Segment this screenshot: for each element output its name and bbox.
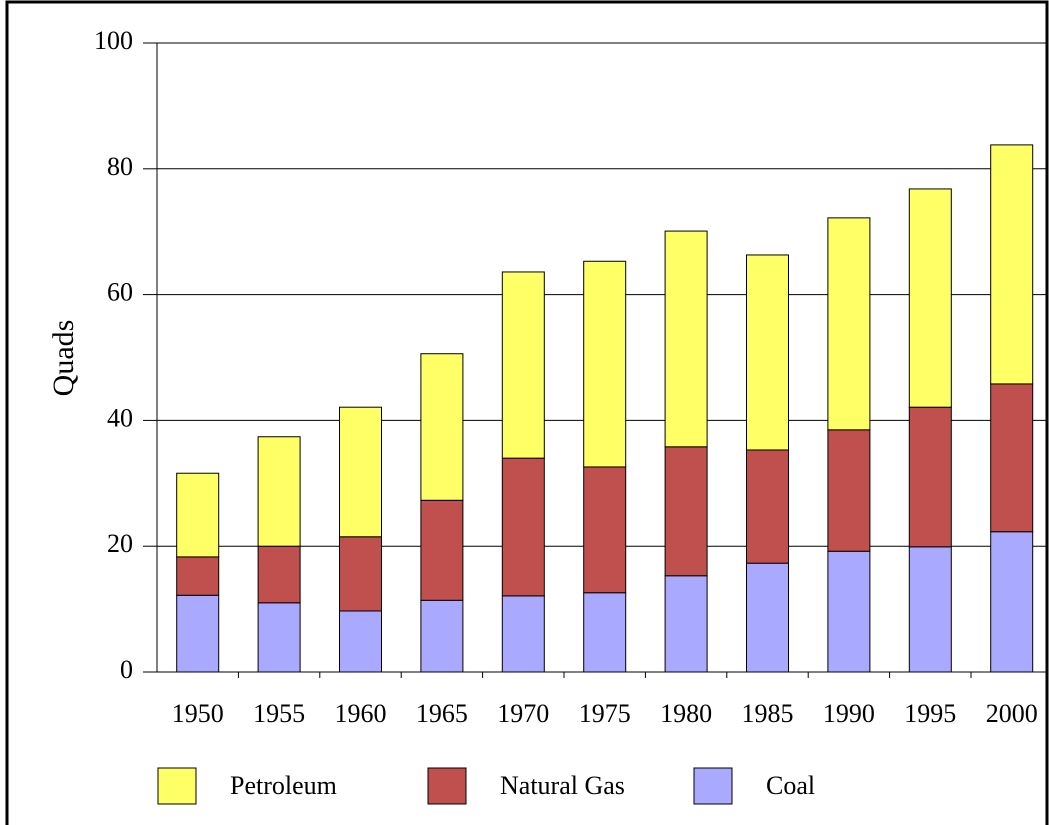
bar-segment: [990, 144, 1034, 385]
bar-segment: [176, 594, 220, 673]
x-tick-label: 1980: [660, 699, 712, 728]
y-tick-label: 60: [107, 278, 133, 307]
bar-segment: [746, 449, 789, 564]
bar-segment: [664, 575, 708, 673]
legend-swatch: [693, 767, 733, 805]
bar-segment: [339, 406, 382, 538]
bar-segment: [176, 472, 220, 558]
bar-segment: [908, 188, 952, 408]
x-tick-label: 1955: [253, 699, 305, 728]
bar-segment: [664, 446, 708, 577]
bar-segment: [908, 546, 952, 673]
bar-segment: [827, 429, 871, 552]
bar-segment: [339, 610, 382, 673]
bar-segment: [501, 271, 545, 459]
y-tick-label: 0: [120, 655, 133, 684]
x-tick-label: 1965: [416, 699, 468, 728]
bar-segment: [827, 550, 871, 673]
frame: [5, 0, 1049, 825]
y-tick-label: 40: [107, 403, 133, 432]
legend-label: Petroleum: [230, 771, 337, 800]
x-tick-label: 2000: [986, 699, 1038, 728]
bar-segment: [583, 466, 627, 594]
bar-segment: [257, 436, 301, 547]
bar-segment: [908, 406, 952, 548]
x-tick-label: 1985: [742, 699, 794, 728]
y-tick-label: 100: [94, 26, 133, 55]
bar-segment: [664, 230, 708, 448]
bar-segment: [420, 599, 464, 673]
bar-segment: [583, 592, 627, 673]
y-tick-label: 20: [107, 529, 133, 558]
bar-segment: [501, 457, 545, 597]
x-tick-label: 1995: [904, 699, 956, 728]
x-tick-label: 1970: [497, 699, 549, 728]
legend-label: Natural Gas: [500, 771, 625, 800]
bar-segment: [257, 545, 301, 604]
x-tick-label: 1960: [335, 699, 387, 728]
y-tick-label: 80: [107, 152, 133, 181]
bar-segment: [583, 260, 627, 468]
legend-label: Coal: [766, 771, 815, 800]
y-axis-label: Quads: [47, 320, 80, 397]
bar-segment: [746, 254, 789, 451]
bar-segment: [827, 217, 871, 431]
bar-segment: [990, 383, 1034, 533]
bar-segment: [420, 499, 464, 601]
legend-swatch: [427, 767, 467, 805]
bar-segment: [990, 531, 1034, 673]
bar-segment: [420, 353, 464, 501]
bar-segment: [746, 562, 789, 673]
x-tick-label: 1975: [579, 699, 631, 728]
bar-segment: [176, 556, 220, 596]
bar-segment: [339, 536, 382, 612]
x-tick-label: 1990: [823, 699, 875, 728]
bar-segment: [257, 602, 301, 673]
bar-segment: [501, 595, 545, 673]
legend-swatch: [157, 767, 197, 805]
x-tick-label: 1950: [172, 699, 224, 728]
